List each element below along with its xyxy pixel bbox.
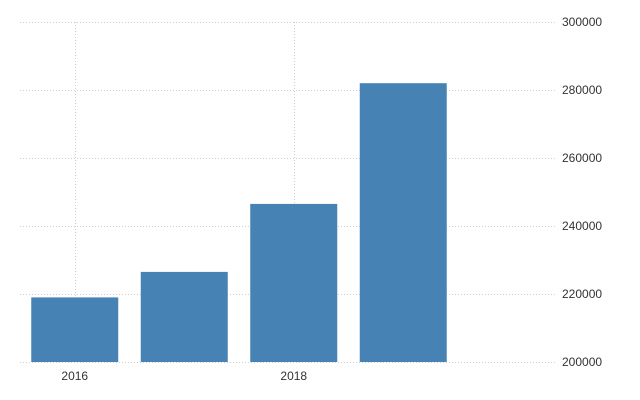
bar-2019	[359, 83, 447, 362]
y-tick-label: 220000	[562, 287, 602, 301]
y-tick-label: 300000	[562, 15, 602, 29]
y-axis-labels: 200000 220000 240000 260000 280000 300000	[562, 15, 602, 369]
y-tick-label: 200000	[562, 355, 602, 369]
bar-2017	[140, 271, 228, 362]
x-axis-labels: 2016 2018	[61, 369, 307, 383]
y-tick-label: 240000	[562, 219, 602, 233]
x-tick-label: 2018	[280, 369, 307, 383]
bar-2018	[250, 203, 338, 362]
y-tick-label: 280000	[562, 83, 602, 97]
x-tick-label: 2016	[61, 369, 88, 383]
bar-layer	[31, 83, 447, 362]
y-tick-label: 260000	[562, 151, 602, 165]
bar-2016	[31, 297, 119, 362]
